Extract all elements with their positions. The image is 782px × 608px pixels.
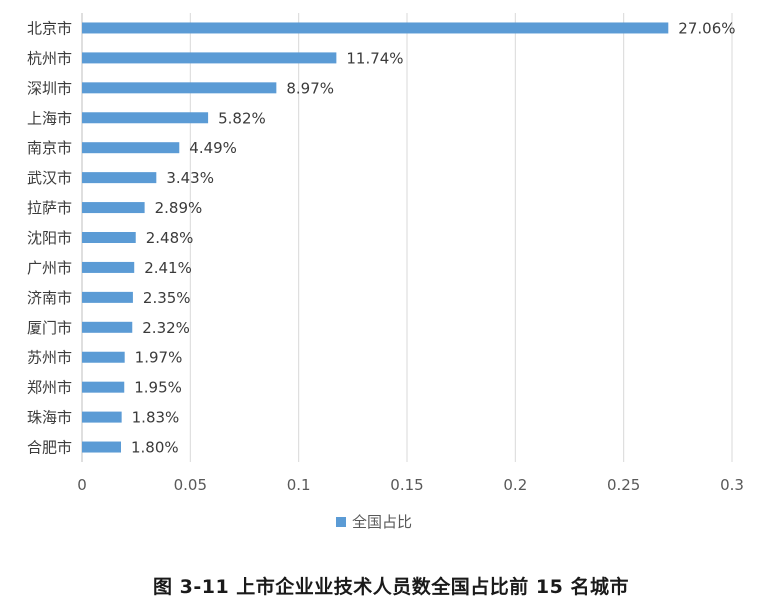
bar	[82, 232, 136, 243]
category-label: 苏州市	[27, 349, 72, 367]
category-label: 济南市	[27, 289, 72, 307]
data-label: 5.82%	[218, 109, 266, 127]
bar	[82, 291, 133, 303]
category-label: 广州市	[27, 259, 72, 277]
data-label: 1.83%	[132, 409, 180, 427]
category-label: 郑州市	[27, 379, 72, 397]
legend-label: 全国占比	[352, 513, 412, 531]
data-label: 2.41%	[144, 259, 192, 277]
bar	[82, 112, 209, 124]
bar	[82, 381, 125, 393]
bar-chart: 北京市杭州市深圳市上海市南京市武汉市拉萨市沈阳市广州市济南市厦门市苏州市郑州市珠…	[27, 13, 744, 531]
data-label: 8.97%	[286, 79, 334, 97]
data-label: 3.43%	[166, 169, 214, 187]
x-tick-label: 0	[77, 476, 87, 494]
legend: 全国占比	[336, 513, 412, 531]
category-label: 上海市	[27, 109, 72, 127]
x-tick-label: 0.15	[390, 476, 423, 494]
data-label: 2.89%	[155, 199, 203, 217]
data-label: 1.95%	[134, 379, 182, 397]
data-label: 1.97%	[135, 349, 183, 367]
category-label: 拉萨市	[27, 199, 72, 217]
x-tick-label: 0.3	[720, 476, 744, 494]
x-tick-label: 0.05	[174, 476, 207, 494]
category-label: 杭州市	[27, 49, 72, 67]
data-label: 2.35%	[143, 289, 191, 307]
bar	[82, 142, 180, 154]
bar	[82, 202, 145, 214]
category-label: 沈阳市	[27, 229, 72, 247]
data-label: 27.06%	[678, 19, 735, 37]
category-label: 珠海市	[27, 409, 72, 427]
x-tick-label: 0.25	[607, 476, 640, 494]
bar	[82, 82, 277, 94]
data-label: 4.49%	[189, 139, 237, 157]
data-label: 1.80%	[131, 439, 179, 457]
category-label: 深圳市	[27, 79, 72, 97]
x-tick-labels: 0 0.05 0.1 0.15 0.2 0.25 0.3	[77, 476, 744, 494]
category-label: 武汉市	[27, 169, 72, 187]
grid-lines	[189, 13, 733, 462]
data-label: 2.48%	[146, 229, 194, 247]
data-labels: 27.06% 11.74% 8.97% 5.82% 4.49% 3.43% 2.89% 2.4…	[131, 19, 736, 456]
bar	[82, 351, 125, 363]
bar	[82, 321, 133, 333]
data-label: 11.74%	[346, 49, 403, 67]
bar	[82, 441, 121, 453]
x-tick-label: 0.1	[287, 476, 311, 494]
figure-caption: 图 3-11 上市企业业技术人员数全国占比前 15 名城市	[153, 576, 629, 598]
bar	[82, 52, 337, 64]
data-label: 2.32%	[142, 319, 190, 337]
bar	[82, 261, 135, 273]
x-tick-label: 0.2	[503, 476, 527, 494]
category-label: 北京市	[27, 19, 72, 37]
legend-swatch	[336, 517, 346, 527]
bar	[82, 411, 122, 423]
category-label: 合肥市	[27, 439, 72, 457]
category-labels: 北京市杭州市深圳市上海市南京市武汉市拉萨市沈阳市广州市济南市厦门市苏州市郑州市珠…	[27, 19, 72, 456]
bar	[82, 22, 669, 34]
category-label: 南京市	[27, 139, 72, 157]
bars	[82, 22, 669, 453]
category-label: 厦门市	[27, 319, 72, 337]
bar	[82, 172, 157, 184]
